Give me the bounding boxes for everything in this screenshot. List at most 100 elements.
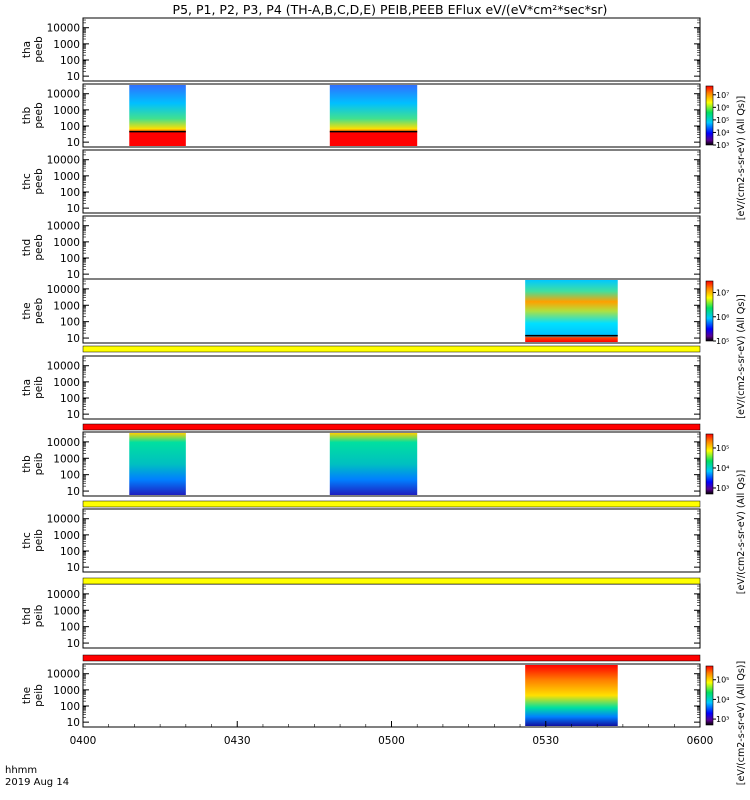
- ylabel-probe: thd: [21, 607, 33, 624]
- status-bar: [82, 500, 701, 508]
- ytick-label: 1000: [53, 453, 80, 465]
- xtick-label: 0530: [532, 735, 559, 747]
- ytick-label: 10000: [47, 284, 80, 296]
- ylabel-probe: the: [21, 302, 33, 319]
- spectrogram-block: [525, 665, 618, 726]
- ylabel-species: peib: [33, 376, 45, 399]
- ytick-label: 10: [67, 486, 80, 498]
- panel-thc-peib: 10000 1000 100 10 thc peib: [21, 508, 701, 574]
- ylabel-probe: thb: [21, 106, 33, 124]
- xtick-label: 0600: [687, 735, 714, 747]
- colorbar-tick-label: 10³: [716, 715, 729, 724]
- spectrogram-block: [329, 85, 418, 146]
- panel-frame: [82, 278, 701, 344]
- ytick-label: 10: [67, 137, 80, 149]
- colorbar-tick-label: 10³: [716, 484, 729, 493]
- colorbar-tick-label: 10⁴: [716, 128, 729, 137]
- colorbar-tick-label: 10⁵: [716, 337, 729, 346]
- ytick-label: 10000: [47, 589, 80, 601]
- panel-the-peib: 10000 1000 100 10 the peib 10⁵ 10⁴ 10³: [21, 663, 729, 729]
- ytick-label: 10000: [47, 155, 80, 167]
- ylabel-probe: tha: [21, 41, 33, 58]
- panel-thd-peeb: 10000 1000 100 10 thd peeb: [21, 215, 701, 281]
- ytick-label: 1000: [53, 39, 80, 51]
- ytick-label: 10000: [47, 514, 80, 526]
- ytick-label: 10000: [47, 89, 80, 101]
- ylabel-probe: thd: [21, 239, 33, 256]
- ylabel-probe: thc: [21, 173, 33, 190]
- panel-frame: [82, 583, 701, 649]
- panel-the-peeb: 10000 1000 100 10 the peeb 10⁷ 10⁶ 10⁵: [21, 278, 729, 346]
- ylabel-probe: thb: [21, 455, 33, 473]
- colorbar-tick-label: 10⁵: [716, 676, 729, 685]
- ytick-label: 10: [67, 71, 80, 83]
- panel-frame: [82, 355, 701, 420]
- xtick-label: 0430: [224, 735, 251, 747]
- ytick-label: 1000: [53, 605, 80, 617]
- colorbar: [705, 280, 714, 342]
- panel-thc-peeb: 10000 1000 100 10 thc peeb: [21, 149, 701, 215]
- colorbar-tick-label: 10⁷: [716, 91, 729, 100]
- ytick-label: 100: [60, 55, 80, 67]
- ytick-label: 100: [60, 701, 80, 713]
- spectrogram-block: [129, 85, 186, 146]
- colorbar-label: [eV/(cm2-s-sr-eV) (All Qs)]: [736, 294, 747, 418]
- ylabel-species: peib: [33, 684, 45, 707]
- ytick-label: 10000: [47, 669, 80, 681]
- ytick-label: 10: [67, 333, 80, 345]
- figure-title: P5, P1, P2, P3, P4 (TH-A,B,C,D,E) PEIB,P…: [173, 2, 608, 17]
- ylabel-probe: thc: [21, 532, 33, 549]
- ylabel-species: peeb: [33, 102, 45, 129]
- xaxis-label-date: 2019 Aug 14: [5, 777, 69, 788]
- panel-frame: [82, 508, 701, 573]
- ytick-label: 10: [67, 409, 80, 421]
- ylabel-species: peeb: [33, 36, 45, 63]
- ytick-label: 100: [60, 253, 80, 265]
- ylabel-species: peib: [33, 529, 45, 552]
- panel-thb-peeb: 10000 1000 100 10 thb peeb 10⁷ 10⁶ 10⁵ 10⁴ 10³: [21, 83, 729, 150]
- ylabel-species: peib: [33, 604, 45, 627]
- spectrogram-block: [525, 280, 618, 342]
- panel-tha-peeb: 10000 1000 100 10 tha peeb: [21, 17, 701, 83]
- ytick-label: 1000: [53, 171, 80, 183]
- ylabel-species: peeb: [33, 168, 45, 195]
- colorbar-tick-label: 10⁶: [716, 313, 729, 322]
- ytick-label: 10: [67, 562, 80, 574]
- ytick-label: 100: [60, 187, 80, 199]
- time-axis: 0400 0430 0500 0530 0600: [70, 721, 714, 747]
- colorbar-tick-label: 10³: [716, 141, 729, 150]
- ytick-label: 10000: [47, 221, 80, 233]
- ytick-label: 1000: [53, 530, 80, 542]
- panel-thd-peib: 10000 1000 100 10 thd peib: [21, 583, 701, 650]
- panel-frame: [82, 215, 701, 280]
- colorbar-tick-label: 10⁶: [716, 103, 729, 112]
- colorbar: [705, 433, 714, 495]
- xtick-label: 0400: [70, 735, 97, 747]
- ytick-label: 10000: [47, 23, 80, 35]
- colorbar: [705, 665, 714, 726]
- ylabel-species: peeb: [33, 234, 45, 261]
- ytick-label: 100: [60, 622, 80, 634]
- panel-tha-peib: 10000 1000 100 10 tha peib: [21, 355, 701, 421]
- colorbar-tick-label: 10⁵: [716, 116, 729, 125]
- colorbar-tick-label: 10⁴: [716, 695, 729, 704]
- ytick-label: 100: [60, 121, 80, 133]
- ylabel-species: peib: [33, 452, 45, 475]
- panel-frame: [82, 149, 701, 214]
- ytick-label: 1000: [53, 377, 80, 389]
- colorbar-label: [eV/(cm2-s-sr-eV) (All Qs)]: [736, 96, 747, 220]
- ytick-label: 100: [60, 393, 80, 405]
- ytick-label: 10: [67, 203, 80, 215]
- ytick-label: 100: [60, 317, 80, 329]
- ytick-label: 10000: [47, 437, 80, 449]
- panel-thb-peib: 10000 1000 100 10 thb peib 10⁵ 10⁴ 10³: [21, 431, 729, 498]
- colorbar-label: [eV/(cm2-s-sr-eV) (All Qs)]: [736, 661, 747, 785]
- xaxis-label-hhmm: hhmm: [5, 765, 37, 776]
- ytick-label: 1000: [53, 685, 80, 697]
- xtick-label: 0500: [378, 735, 405, 747]
- spectrogram-block: [329, 433, 418, 495]
- colorbar: [705, 85, 714, 146]
- ytick-label: 100: [60, 546, 80, 558]
- panel-frame: [82, 431, 701, 497]
